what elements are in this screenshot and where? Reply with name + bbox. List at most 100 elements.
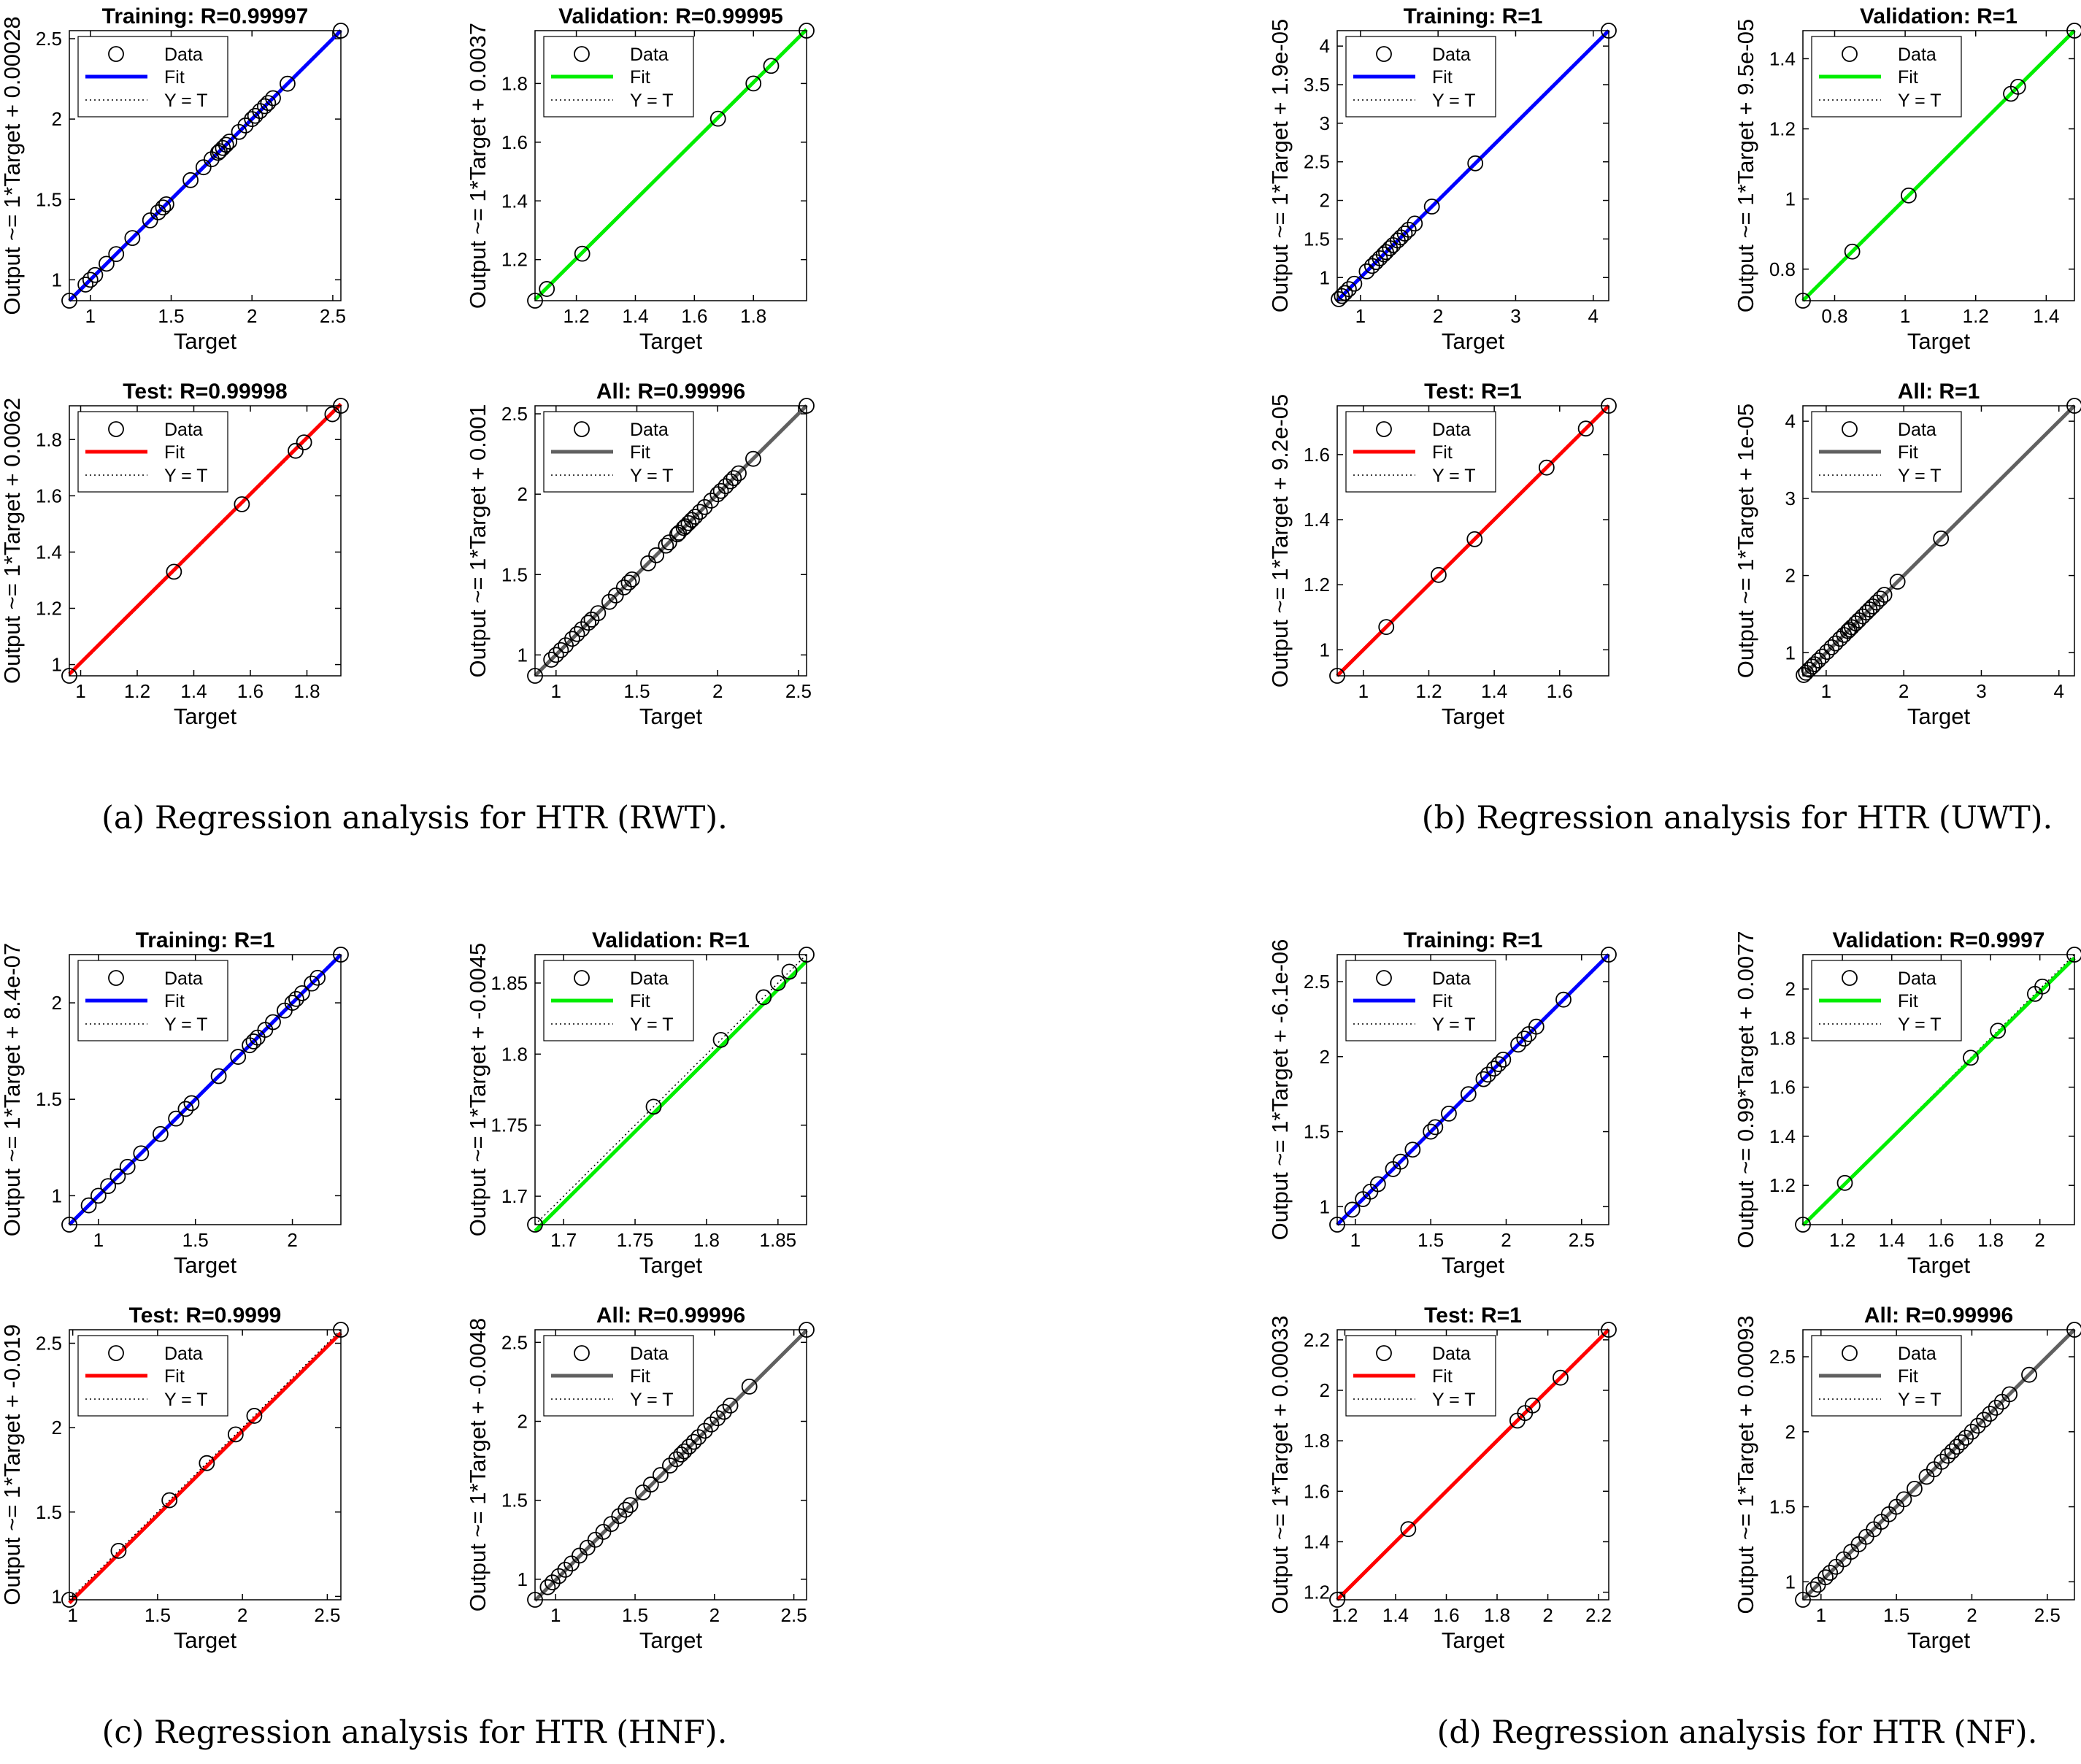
data-point	[723, 473, 739, 490]
regression-plot: 1 1.5 2 2.5 1 1.5 2 2.5 All: R=0.99996 Target Outp…	[1733, 1303, 2081, 1653]
data-point	[1577, 420, 1594, 437]
x-axis-label: Target	[1442, 328, 1505, 354]
axes-box	[69, 1329, 342, 1601]
plot-title: Training: R=0.99997	[102, 4, 309, 28]
y-tick-label: 4	[1320, 35, 1330, 57]
data-point	[658, 537, 674, 554]
legend-data-label: Data	[1432, 420, 1471, 440]
regression-plot: 1 2 3 4 1 2 3 4 All: R=1 Target Output ~= 1*Target…	[1733, 380, 2081, 729]
data-point	[1396, 226, 1413, 242]
data-point	[569, 625, 585, 642]
data-point	[781, 963, 798, 980]
data-point	[288, 442, 304, 459]
data-point	[150, 204, 166, 220]
legend-data-label: Data	[1898, 420, 1936, 440]
data-point	[769, 975, 786, 991]
x-tick-label: 1.4	[180, 680, 207, 702]
fit-line	[534, 1329, 808, 1602]
data-point	[696, 1422, 713, 1439]
x-tick-label: 3	[1976, 680, 1986, 702]
data-point	[2009, 78, 2026, 95]
data-point	[574, 245, 591, 262]
y-tick-label: 2	[52, 1417, 62, 1438]
data-point	[601, 593, 618, 610]
data-point	[1982, 1406, 1999, 1422]
data-point	[1460, 1086, 1477, 1103]
legend-data-label: Data	[630, 45, 669, 65]
axes-box	[1336, 405, 1609, 677]
regression-plot: 1 1.5 2 1 1.5 2 Training: R=1 Target Output ~= 1…	[0, 928, 349, 1278]
data-point	[683, 512, 700, 528]
legend-identity-label: Y = T	[630, 90, 674, 111]
data-point	[77, 277, 94, 293]
regression-plot: 1 1.2 1.4 1.6 1.8 1 1.2 1.4 1.6 1.8 Test: R=0.9999…	[0, 380, 349, 729]
y-tick-label: 2	[518, 483, 528, 505]
axes-box	[1802, 30, 2075, 301]
x-tick-label: 2.2	[1585, 1604, 1612, 1626]
data-point	[87, 266, 104, 283]
data-point	[671, 525, 687, 541]
x-tick-label: 1.6	[1433, 1604, 1459, 1626]
axes-box	[534, 1329, 807, 1601]
plot-title: Test: R=0.99998	[123, 380, 287, 404]
fit-line	[68, 1331, 342, 1605]
data-point	[100, 1178, 117, 1195]
data-point	[1378, 619, 1395, 636]
legend-identity-label: Y = T	[164, 1390, 208, 1410]
legend-fit-label: Fit	[1432, 1366, 1453, 1387]
y-tick-label: 3	[1785, 488, 1796, 509]
y-tick-label: 1.5	[36, 188, 62, 210]
x-tick-label: 2.5	[320, 305, 346, 327]
data-point	[1346, 275, 1363, 292]
data-point	[265, 90, 281, 107]
y-tick-label: 1.8	[501, 1043, 528, 1065]
legend-fit-label: Fit	[630, 442, 650, 463]
data-point	[1528, 1018, 1545, 1035]
y-tick-label: 1.5	[1304, 228, 1330, 250]
legend-identity-label: Y = T	[164, 90, 208, 111]
legend-data-marker	[574, 1345, 590, 1361]
data-point	[557, 1561, 574, 1578]
y-axis-label: Output ~= 1*Target + 0.00093	[1733, 1315, 1758, 1614]
fit-line	[1336, 29, 1610, 302]
legend-data-marker	[1376, 1345, 1392, 1361]
data-point	[745, 75, 762, 92]
y-tick-label: 1.85	[491, 972, 528, 994]
data-point	[1400, 1521, 1417, 1538]
data-point	[1375, 246, 1392, 263]
data-point	[1804, 658, 1820, 675]
data-point	[539, 281, 555, 297]
legend-identity-label: Y = T	[164, 1014, 208, 1035]
regression-plot: 1 1.5 2 2.5 1 1.5 2 2.5 All: R=0.99996 Target Outp…	[465, 1303, 815, 1653]
y-tick-label: 1.4	[36, 541, 62, 563]
x-tick-label: 1.6	[237, 680, 264, 702]
data-point	[1901, 187, 1917, 204]
x-tick-label: 2	[237, 1604, 247, 1626]
data-point	[661, 534, 677, 551]
data-point	[1524, 1397, 1541, 1414]
legend-identity-label: Y = T	[630, 1390, 674, 1410]
plot-title: Validation: R=1	[1860, 4, 2017, 28]
x-tick-label: 1.8	[1977, 1229, 2004, 1251]
x-tick-label: 1	[551, 680, 561, 702]
data-point	[558, 637, 574, 654]
y-axis-label: Output ~= 1*Target + 9.5e-05	[1733, 19, 1758, 312]
data-point	[583, 612, 600, 628]
legend-fit-label: Fit	[164, 442, 185, 463]
data-point	[1801, 661, 1817, 678]
data-point	[99, 255, 115, 272]
data-point	[1988, 1399, 2004, 1416]
y-axis-label: Output ~= 1*Target + 0.0062	[0, 398, 25, 684]
data-point	[680, 515, 697, 531]
regression-plot: 0.8 1 1.2 1.4 0.8 1 1.2 1.4 Validation: R=1 Targe…	[1733, 4, 2081, 354]
legend-fit-label: Fit	[630, 67, 650, 88]
y-tick-label: 1.2	[1304, 1582, 1330, 1603]
plot-title: Training: R=1	[1404, 4, 1543, 28]
legend-fit-label: Fit	[1432, 442, 1453, 463]
data-point	[1841, 621, 1858, 638]
legend-data-marker	[1842, 46, 1858, 62]
data-point	[244, 111, 261, 128]
data-point	[691, 1429, 707, 1446]
y-tick-label: 2.2	[1304, 1329, 1330, 1351]
